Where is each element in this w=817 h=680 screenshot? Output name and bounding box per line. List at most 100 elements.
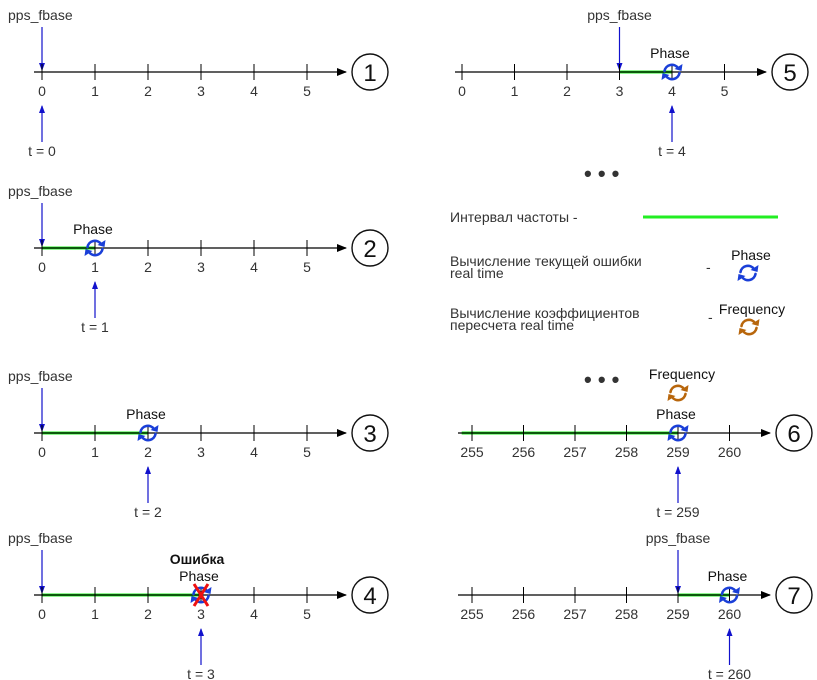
step-number: 5 [783,60,796,87]
phase-caption: Phase [179,568,219,584]
timeline-panel-7: pps_fbase 255 256 257 258 259 260 7 Phase t = 260 [458,530,813,680]
pps-label: pps_fbase [587,7,652,23]
pps-label: pps_fbase [8,183,73,199]
axis-tick-label: 0 [38,444,46,460]
axis-tick-label: 0 [38,259,46,275]
phase-caption: Phase [708,568,748,584]
axis-tick-label: 1 [91,606,99,622]
phase-icon-glyph [737,264,759,282]
legend-frequency-icon-caption: Frequency [719,301,785,317]
axis-tick-label: 4 [668,83,676,99]
error-label: Ошибка [170,551,225,567]
axis-tick-label: 2 [144,83,152,99]
axis-tick-label: 0 [38,606,46,622]
legend-phase-label-line1: Вычисление текущей ошибки [450,253,642,269]
step-number: 4 [363,583,376,610]
axis-tick-label: 2 [563,83,571,99]
legend-phase-icon-caption: Phase [731,247,771,263]
current-time-label: t = 3 [187,666,215,680]
step-number: 7 [787,583,800,610]
axis-tick-label: 255 [460,444,484,460]
timeline-panel-2: pps_fbase 0 1 2 3 4 5 2 Phase t = 1 [8,183,389,335]
legend-frequency-dash: - [708,309,713,325]
phase-icon [661,63,683,81]
axis-tick-label: 256 [512,606,536,622]
phase-caption: Phase [656,406,696,422]
step-number-circle [775,576,813,614]
step-number-circle [351,414,389,452]
phase-icon [719,586,740,604]
current-time-label: t = 260 [708,666,751,680]
step-number: 2 [363,236,376,263]
timeline-panel-1: pps_fbase 0 1 2 3 4 5 1 t = 0 [8,7,389,159]
axis-tick-label: 259 [666,444,690,460]
frequency-icon-glyph [738,318,760,336]
step-number: 1 [363,60,376,87]
axis-tick-label: 257 [563,606,587,622]
current-time-label: t = 0 [28,143,56,159]
current-time-label: t = 259 [656,504,699,520]
axis-tick-label: 260 [718,444,742,460]
axis-tick-label: 4 [250,83,258,99]
axis-tick-label: 5 [303,83,311,99]
phase-caption: Phase [650,45,690,61]
axis-tick-label: 3 [616,83,624,99]
phase-icon [737,264,759,282]
axis-tick-label: 260 [718,606,742,622]
error-cross-icon [192,583,210,607]
legend: Интервал частоты - Вычисление текущей ош… [450,209,785,336]
pps-label: pps_fbase [8,368,73,384]
axis-tick-label: 258 [615,606,639,622]
current-time-label: t = 1 [81,319,109,335]
step-number-circle [351,576,389,614]
axis-tick-label: 5 [303,606,311,622]
step-number: 6 [787,421,800,448]
axis-tick-label: 4 [250,444,258,460]
axis-tick-label: 1 [511,83,519,99]
legend-phase-dash: - [706,259,711,275]
axis-tick-label: 1 [91,259,99,275]
legend-phase-label-line2: real time [450,265,504,281]
step-number-circle [351,53,389,91]
axis-tick-label: 256 [512,444,536,460]
current-time-label: t = 4 [658,143,686,159]
axis-tick-label: 4 [250,259,258,275]
phase-icon [137,424,159,442]
frequency-icon [667,384,689,402]
legend-frequency-label-line2: пересчета real time [450,317,574,333]
phase-caption: Phase [73,221,113,237]
timeline-panel-6: 255 256 257 258 259 260 6 Phase Frequency t = 259 [458,366,813,520]
phase-caption: Phase [126,406,166,422]
pps-label: pps_fbase [8,530,73,546]
axis-tick-label: 5 [303,444,311,460]
step-number: 3 [363,421,376,448]
axis-tick-label: 1 [91,444,99,460]
axis-tick-label: 5 [721,83,729,99]
axis-tick-label: 3 [197,444,205,460]
axis-tick-label: 0 [38,83,46,99]
ellipsis-middle: • • • [584,367,619,392]
phase-icon [84,239,106,257]
axis-tick-label: 2 [144,259,152,275]
axis-tick-label: 2 [144,444,152,460]
axis-tick-label: 259 [666,606,690,622]
axis-tick-label: 3 [197,606,205,622]
legend-frequency-label-line1: Вычисление коэффициентов [450,305,640,321]
axis-tick-label: 3 [197,259,205,275]
step-number-circle [775,414,813,452]
legend-interval-label: Интервал частоты - [450,209,578,225]
step-number-circle [771,53,809,91]
phase-icon [667,424,689,442]
axis-tick-label: 4 [250,606,258,622]
pps-label: pps_fbase [8,7,73,23]
frequency-caption: Frequency [649,366,715,382]
current-time-label: t = 2 [134,504,162,520]
axis-tick-label: 5 [303,259,311,275]
axis-tick-label: 1 [91,83,99,99]
axis-tick-label: 0 [458,83,466,99]
axis-tick-label: 257 [563,444,587,460]
step-number-circle [351,229,389,267]
